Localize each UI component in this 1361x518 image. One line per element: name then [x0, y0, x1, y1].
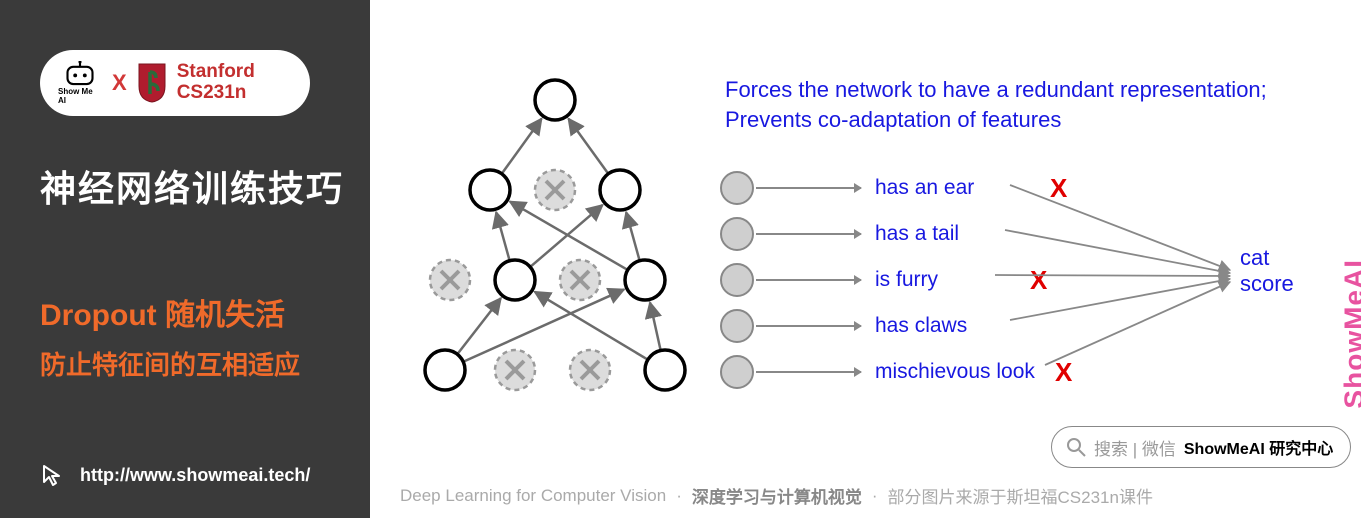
feature-label: has an ear: [875, 176, 974, 200]
watermark: ShowMeAI: [1339, 259, 1361, 409]
logo-line1: Stanford: [177, 62, 255, 83]
logo-right-text: Stanford CS231n: [177, 62, 255, 104]
feature-label: is furry: [875, 268, 938, 292]
feature-arrow: [756, 233, 861, 235]
feature-node: [720, 263, 754, 297]
sidebar-title: 神经网络训练技巧: [40, 160, 344, 212]
feature-label: has a tail: [875, 222, 959, 246]
output-label: cat score: [1240, 245, 1294, 298]
logo-left-text: Show Me AI: [58, 87, 102, 105]
logo-badge: Show Me AI X Stanford CS231n: [40, 50, 310, 116]
feature-node: [720, 217, 754, 251]
footer-part3: 部分图片来源于斯坦福CS231n课件: [888, 483, 1153, 508]
search-icon: [1066, 437, 1086, 457]
heading-line1: Forces the network to have a redundant r…: [725, 77, 1267, 102]
feature-arrow: [756, 325, 861, 327]
url-row: http://www.showmeai.tech/: [40, 462, 310, 488]
url-text: http://www.showmeai.tech/: [80, 465, 310, 486]
footer-part2: 深度学习与计算机视觉: [692, 483, 862, 508]
dropout-network-diagram: [400, 60, 710, 410]
output-line2: score: [1240, 271, 1294, 296]
logo-line2: CS231n: [177, 83, 255, 104]
footer-dot1: ·: [676, 486, 682, 506]
showmeai-logo: Show Me AI: [58, 61, 102, 105]
cursor-icon: [40, 462, 66, 488]
feature-arrow: [756, 279, 861, 281]
feature-node: [720, 309, 754, 343]
feature-node: [720, 355, 754, 389]
search-gray-text: 搜索 | 微信: [1094, 435, 1176, 460]
feature-node: [720, 171, 754, 205]
main-panel: Forces the network to have a redundant r…: [370, 0, 1361, 518]
fan-arrows: [995, 165, 1255, 405]
heading-line2: Prevents co-adaptation of features: [725, 107, 1061, 132]
stanford-shield-icon: [137, 62, 167, 104]
feature-arrow: [756, 371, 861, 373]
footer: Deep Learning for Computer Vision · 深度学习…: [400, 483, 1351, 508]
footer-part1: Deep Learning for Computer Vision: [400, 486, 666, 506]
output-line1: cat: [1240, 245, 1269, 270]
sidebar-subtitle1: Dropout 随机失活: [40, 290, 285, 334]
feature-arrow: [756, 187, 861, 189]
search-black-text: ShowMeAI 研究中心: [1184, 435, 1333, 459]
search-pill: 搜索 | 微信 ShowMeAI 研究中心: [1051, 426, 1351, 468]
diagram-heading: Forces the network to have a redundant r…: [725, 75, 1335, 134]
footer-dot2: ·: [872, 486, 878, 506]
sidebar: Show Me AI X Stanford CS231n 神经网络训练技巧 Dr…: [0, 0, 370, 518]
feature-label: has claws: [875, 314, 967, 338]
sidebar-subtitle2: 防止特征间的互相适应: [40, 345, 300, 382]
logo-x: X: [112, 70, 127, 96]
